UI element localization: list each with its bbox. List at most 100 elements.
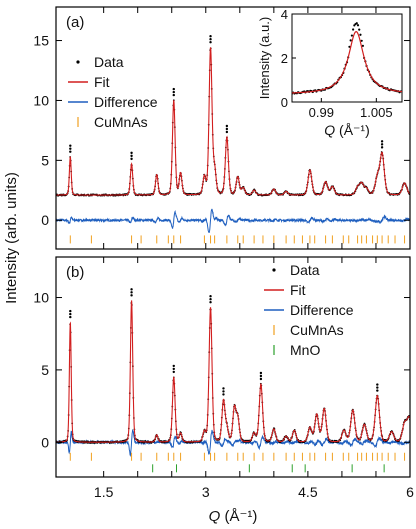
inset-y-axis-label: Intensity (a.u.) bbox=[257, 17, 272, 99]
data-point bbox=[225, 124, 229, 128]
data-point bbox=[69, 312, 72, 316]
legend-entry: Fit bbox=[264, 282, 306, 298]
data-point bbox=[130, 157, 133, 161]
y-tick-label: 5 bbox=[41, 152, 49, 168]
data-point bbox=[172, 90, 175, 94]
legend-label: Difference bbox=[94, 94, 158, 110]
legend-label: Fit bbox=[94, 74, 110, 90]
x-tick-label: 6 bbox=[406, 484, 414, 500]
legend-label: Data bbox=[290, 262, 320, 278]
data-point bbox=[225, 130, 229, 134]
panel-b: 0 5 10 (b) Data Fit Difference CuMnAs MnO bbox=[33, 256, 411, 478]
data-point bbox=[130, 294, 133, 297]
data-point bbox=[172, 87, 175, 91]
data-point bbox=[69, 147, 72, 150]
inset-x-tick-label: 0.99 bbox=[309, 105, 334, 120]
data-point bbox=[209, 35, 212, 38]
inset-data-point bbox=[348, 45, 351, 48]
legend-label: CuMnAs bbox=[290, 322, 344, 338]
data-point bbox=[172, 93, 175, 97]
legend-entry: Difference bbox=[264, 302, 354, 318]
data-point bbox=[259, 371, 263, 375]
legend-label: CuMnAs bbox=[94, 114, 148, 130]
reflection-ticks-cumnas bbox=[69, 235, 406, 244]
data-point bbox=[380, 143, 384, 146]
x-tick-label: 3 bbox=[202, 484, 210, 500]
data-point bbox=[380, 140, 384, 143]
panel-label: (b) bbox=[66, 264, 84, 281]
data-point bbox=[172, 367, 175, 371]
panel-label: (a) bbox=[66, 14, 84, 31]
data-point bbox=[209, 41, 212, 44]
inset-data-point bbox=[360, 39, 363, 42]
inset-x-axis-symbol: Q bbox=[324, 122, 335, 138]
data-point bbox=[69, 315, 72, 319]
data-point bbox=[209, 298, 212, 301]
inset-data-point bbox=[361, 44, 364, 47]
plot-area bbox=[56, 288, 410, 473]
legend-entry: CuMnAs bbox=[273, 322, 344, 338]
panel-a: 0 5 10 15 (a) Data Fit Difference CuMnAs 0 2 4 0.99 1… bbox=[33, 6, 411, 250]
inset: 0 2 4 0.99 1.005 Intensity (a.u.) Q (Å⁻¹) bbox=[257, 7, 403, 138]
y-tick-label: 10 bbox=[33, 92, 49, 108]
data-point bbox=[209, 38, 212, 41]
data-point bbox=[376, 383, 379, 386]
inset-x-axis-unit: (Å⁻¹) bbox=[335, 122, 370, 138]
fit-curve bbox=[56, 47, 410, 196]
legend-label: Difference bbox=[290, 302, 354, 318]
inset-data-point bbox=[349, 39, 352, 42]
inset-data-point bbox=[350, 34, 353, 37]
data-point bbox=[222, 390, 225, 393]
data-point bbox=[222, 387, 225, 390]
difference-curve bbox=[56, 208, 410, 233]
data-point bbox=[380, 146, 384, 149]
y-axis-label: Intensity (arb. units) bbox=[3, 172, 20, 304]
x-axis-label: Q (Å⁻¹) bbox=[209, 508, 258, 525]
fit-curve bbox=[56, 300, 410, 443]
legend-marker bbox=[76, 60, 80, 64]
reflection-ticks-mno bbox=[152, 464, 385, 473]
inset-data-point bbox=[356, 24, 360, 27]
data-point bbox=[130, 291, 133, 294]
legend-entry: Data bbox=[76, 54, 124, 70]
x-axis-unit: (Å⁻¹) bbox=[220, 508, 257, 525]
legend-entry: Fit bbox=[68, 74, 110, 90]
y-tick-label: 5 bbox=[41, 362, 49, 378]
inset-data-point bbox=[359, 33, 362, 36]
legend-entry: Difference bbox=[68, 94, 158, 110]
data-point bbox=[69, 309, 72, 313]
plot-area bbox=[56, 35, 410, 244]
plot-frame bbox=[55, 6, 411, 250]
data-point bbox=[209, 301, 212, 304]
data-point bbox=[259, 377, 263, 381]
x-axis-symbol: Q bbox=[209, 508, 221, 525]
data-point bbox=[130, 154, 133, 158]
y-tick-label: 0 bbox=[41, 434, 49, 450]
shared-x-axis: 1.5 3 4.5 6 Q (Å⁻¹) bbox=[94, 484, 414, 525]
y-tick-label: 0 bbox=[41, 212, 49, 228]
inset-fit-curve bbox=[292, 30, 402, 94]
y-tick-label: 15 bbox=[33, 33, 49, 49]
legend-entry: MnO bbox=[273, 342, 320, 358]
data-point bbox=[130, 288, 133, 291]
data-point bbox=[209, 295, 212, 298]
data-point bbox=[172, 364, 175, 368]
data-point bbox=[225, 127, 229, 131]
data-point bbox=[172, 370, 175, 374]
data-point bbox=[376, 389, 379, 392]
inset-data-point bbox=[358, 28, 361, 31]
data-point bbox=[130, 151, 133, 155]
data-point bbox=[259, 374, 263, 378]
inset-data-point bbox=[352, 28, 355, 31]
plot-frame bbox=[55, 256, 411, 478]
legend-marker bbox=[272, 268, 276, 272]
inset-y-tick-label: 2 bbox=[281, 51, 288, 66]
inset-y-tick-label: 0 bbox=[281, 95, 288, 110]
inset-y-tick-label: 4 bbox=[281, 7, 288, 22]
inset-plot-area bbox=[292, 22, 402, 95]
data-point bbox=[69, 150, 72, 153]
x-tick-label: 1.5 bbox=[94, 484, 114, 500]
data-point bbox=[69, 144, 72, 147]
